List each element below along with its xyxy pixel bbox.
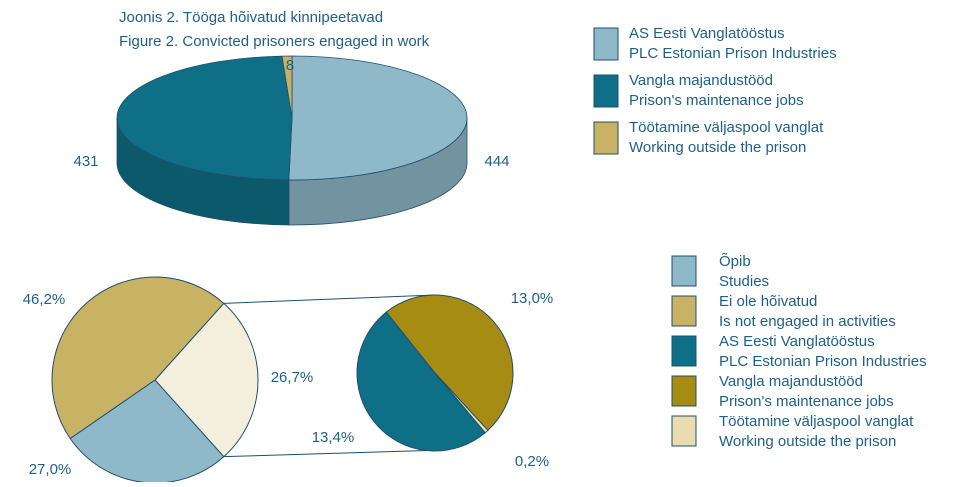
legend-label: AS Eesti Vanglatööstus xyxy=(719,333,875,350)
connector xyxy=(223,449,446,458)
legend-swatch xyxy=(671,415,697,447)
pie-slice xyxy=(51,276,225,440)
data-label: 13,0% xyxy=(511,290,554,307)
legend-swatch xyxy=(593,121,619,155)
legend-swatch xyxy=(593,27,619,61)
data-label: 0,2% xyxy=(515,453,549,470)
legend-swatch xyxy=(671,335,697,367)
legend-label: Is not engaged in activities xyxy=(719,313,896,330)
chart-title: Figure 2. Convicted prisoners engaged in… xyxy=(119,33,430,50)
data-label: 26,7% xyxy=(271,369,314,386)
legend-label: Õpib xyxy=(719,253,751,270)
legend-label: AS Eesti Vanglatööstus xyxy=(629,25,785,42)
pie-slice xyxy=(288,55,468,181)
legend-label: Prison's maintenance jobs xyxy=(629,92,804,109)
legend-swatch xyxy=(593,74,619,108)
data-label: 431 xyxy=(73,153,98,170)
pie-slice xyxy=(385,294,514,432)
legend-label: Vangla majandustööd xyxy=(719,373,863,390)
pie-slice xyxy=(154,302,259,458)
legend-label: Töötamine väljaspool vanglat xyxy=(629,119,824,136)
data-label: 46,2% xyxy=(23,291,66,308)
data-label: 8 xyxy=(286,57,294,74)
legend-swatch xyxy=(671,255,697,287)
data-label: 444 xyxy=(484,153,509,170)
pie-slice xyxy=(356,311,486,452)
pie-slice xyxy=(116,55,293,181)
legend-label: Ei ole hõivatud xyxy=(719,293,817,310)
legend-label: Working outside the prison xyxy=(719,433,896,450)
legend-swatch xyxy=(671,295,697,327)
connector xyxy=(223,294,436,304)
pie-slice xyxy=(281,55,293,119)
legend-label: Working outside the prison xyxy=(629,139,806,156)
legend-label: Vangla majandustööd xyxy=(629,72,773,89)
data-label: 13,4% xyxy=(312,429,355,446)
legend-label: Prison's maintenance jobs xyxy=(719,393,894,410)
legend-label: PLC Estonian Prison Industries xyxy=(719,353,927,370)
pie-slice xyxy=(434,372,489,434)
legend-label: Töötamine väljaspool vanglat xyxy=(719,413,914,430)
chart-title: Joonis 2. Tööga hõivatud kinnipeetavad xyxy=(119,9,383,26)
data-label: 27,0% xyxy=(29,461,72,478)
legend-label: Studies xyxy=(719,273,769,290)
legend-label: PLC Estonian Prison Industries xyxy=(629,45,837,62)
legend-swatch xyxy=(671,375,697,407)
